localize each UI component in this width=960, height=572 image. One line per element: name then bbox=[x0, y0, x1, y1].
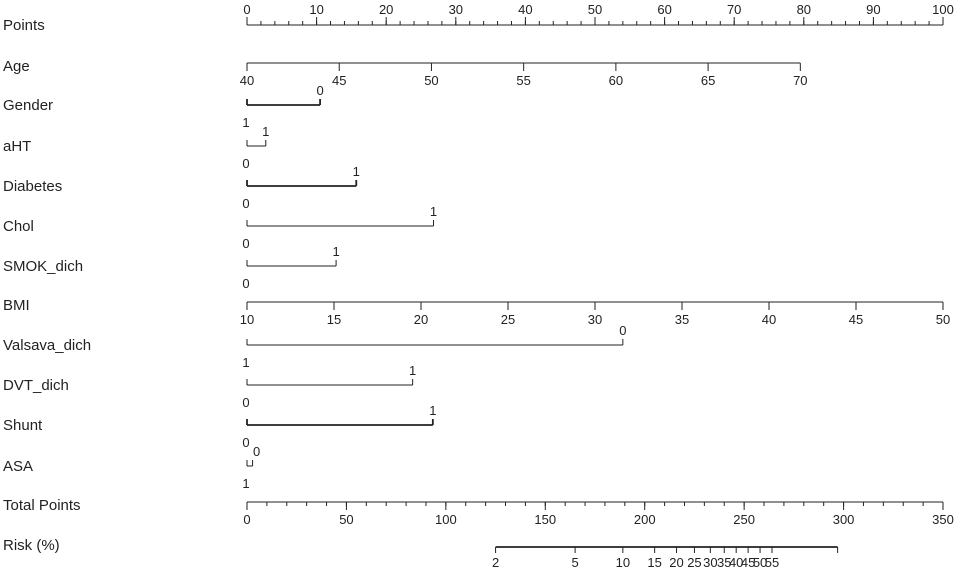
row-asa: 01 bbox=[242, 444, 260, 491]
tick-label-points: 70 bbox=[727, 2, 741, 17]
tick-label-age: 60 bbox=[609, 73, 623, 88]
row-label-age: Age bbox=[3, 58, 30, 75]
level-label-chol: 1 bbox=[430, 204, 437, 219]
tick-label-age: 50 bbox=[424, 73, 438, 88]
row-shunt: 10 bbox=[242, 403, 436, 450]
row-label-chol: Chol bbox=[3, 218, 34, 235]
row-label-gender: Gender bbox=[3, 97, 53, 114]
level-label-smok-dich: 1 bbox=[332, 244, 339, 259]
tick-label-bmi: 15 bbox=[327, 312, 341, 327]
level-label-aht: 1 bbox=[262, 124, 269, 139]
tick-label-points: 60 bbox=[657, 2, 671, 17]
risk-tick-label: 35 bbox=[717, 555, 731, 570]
tick-label-bmi: 35 bbox=[675, 312, 689, 327]
risk-tick-label: 20 bbox=[669, 555, 683, 570]
level-label-diabetes: 1 bbox=[353, 164, 360, 179]
row-label-dvt-dich: DVT_dich bbox=[3, 377, 69, 394]
risk-tick-label: 10 bbox=[616, 555, 630, 570]
level-label-valsava-dich: 1 bbox=[242, 355, 249, 370]
row-bmi: 10 15 20 25 30 35 40 45 50 bbox=[240, 301, 950, 327]
row-label-total-points: Total Points bbox=[3, 497, 81, 514]
tick-label-age: 70 bbox=[793, 73, 807, 88]
tick-label-points: 40 bbox=[518, 2, 532, 17]
tick-label-bmi: 45 bbox=[849, 312, 863, 327]
risk-tick-label: 5 bbox=[571, 555, 578, 570]
row-label-diabetes: Diabetes bbox=[3, 178, 62, 195]
tick-label-bmi: 40 bbox=[762, 312, 776, 327]
risk-tick-label: 50 bbox=[753, 555, 767, 570]
row-age: 40 45 50 55 60 65 70 bbox=[240, 62, 808, 88]
row-aht: 10 bbox=[242, 124, 269, 171]
row-label-risk: Risk (%) bbox=[3, 537, 60, 554]
level-label-asa: 1 bbox=[242, 476, 249, 491]
risk-tick-label: 2 bbox=[492, 555, 499, 570]
tick-label-total-points: 300 bbox=[833, 512, 855, 527]
row-valsava-dich: 01 bbox=[242, 323, 626, 370]
tick-label-total-points: 100 bbox=[435, 512, 457, 527]
tick-label-points: 10 bbox=[309, 2, 323, 17]
tick-label-total-points: 150 bbox=[534, 512, 556, 527]
tick-label-total-points: 50 bbox=[339, 512, 353, 527]
level-label-shunt: 1 bbox=[429, 403, 436, 418]
row-total-points: 0 50 100 150 200 250 300 350 bbox=[243, 501, 954, 527]
level-label-shunt: 0 bbox=[242, 435, 249, 450]
row-dvt-dich: 10 bbox=[242, 363, 416, 410]
level-label-gender: 0 bbox=[316, 83, 323, 98]
row-points: 0 10 20 30 40 50 60 70 80 90 100 bbox=[243, 2, 954, 26]
tick-label-points: 50 bbox=[588, 2, 602, 17]
tick-label-age: 40 bbox=[240, 73, 254, 88]
level-label-asa: 0 bbox=[253, 444, 260, 459]
row-gender: 01 bbox=[242, 83, 323, 130]
risk-tick-label: 45 bbox=[741, 555, 755, 570]
tick-label-points: 100 bbox=[932, 2, 954, 17]
tick-label-age: 65 bbox=[701, 73, 715, 88]
level-label-chol: 0 bbox=[242, 236, 249, 251]
row-label-bmi: BMI bbox=[3, 297, 30, 314]
tick-label-total-points: 200 bbox=[634, 512, 656, 527]
row-label-points: Points bbox=[3, 17, 45, 34]
risk-tick-label: 15 bbox=[647, 555, 661, 570]
row-label-asa: ASA bbox=[3, 458, 33, 475]
tick-label-points: 20 bbox=[379, 2, 393, 17]
tick-label-points: 90 bbox=[866, 2, 880, 17]
risk-tick-label: 30 bbox=[703, 555, 717, 570]
tick-label-total-points: 0 bbox=[243, 512, 250, 527]
level-label-gender: 1 bbox=[242, 115, 249, 130]
tick-label-total-points: 350 bbox=[932, 512, 954, 527]
row-label-smok-dich: SMOK_dich bbox=[3, 258, 83, 275]
tick-label-bmi: 10 bbox=[240, 312, 254, 327]
level-label-valsava-dich: 0 bbox=[619, 323, 626, 338]
level-label-dvt-dich: 1 bbox=[409, 363, 416, 378]
risk-tick-label: 55 bbox=[765, 555, 779, 570]
row-label-shunt: Shunt bbox=[3, 417, 43, 434]
tick-label-bmi: 30 bbox=[588, 312, 602, 327]
level-label-dvt-dich: 0 bbox=[242, 395, 249, 410]
level-label-smok-dich: 0 bbox=[242, 276, 249, 291]
row-label-aht: aHT bbox=[3, 138, 31, 155]
risk-tick-label: 40 bbox=[729, 555, 743, 570]
row-smok-dich: 10 bbox=[242, 244, 339, 291]
tick-label-bmi: 50 bbox=[936, 312, 950, 327]
tick-label-age: 45 bbox=[332, 73, 346, 88]
tick-label-total-points: 250 bbox=[733, 512, 755, 527]
tick-label-age: 55 bbox=[516, 73, 530, 88]
level-label-aht: 0 bbox=[242, 156, 249, 171]
row-diabetes: 10 bbox=[242, 164, 360, 211]
row-chol: 10 bbox=[242, 204, 437, 251]
tick-label-bmi: 20 bbox=[414, 312, 428, 327]
level-label-diabetes: 0 bbox=[242, 196, 249, 211]
tick-label-points: 30 bbox=[449, 2, 463, 17]
tick-label-points: 80 bbox=[797, 2, 811, 17]
tick-label-bmi: 25 bbox=[501, 312, 515, 327]
risk-tick-label: 25 bbox=[687, 555, 701, 570]
row-label-valsava-dich: Valsava_dich bbox=[3, 337, 91, 354]
tick-label-points: 0 bbox=[243, 2, 250, 17]
row-labels: Points Age Gender aHT Diabetes Chol SMOK_dich B… bbox=[3, 17, 91, 554]
